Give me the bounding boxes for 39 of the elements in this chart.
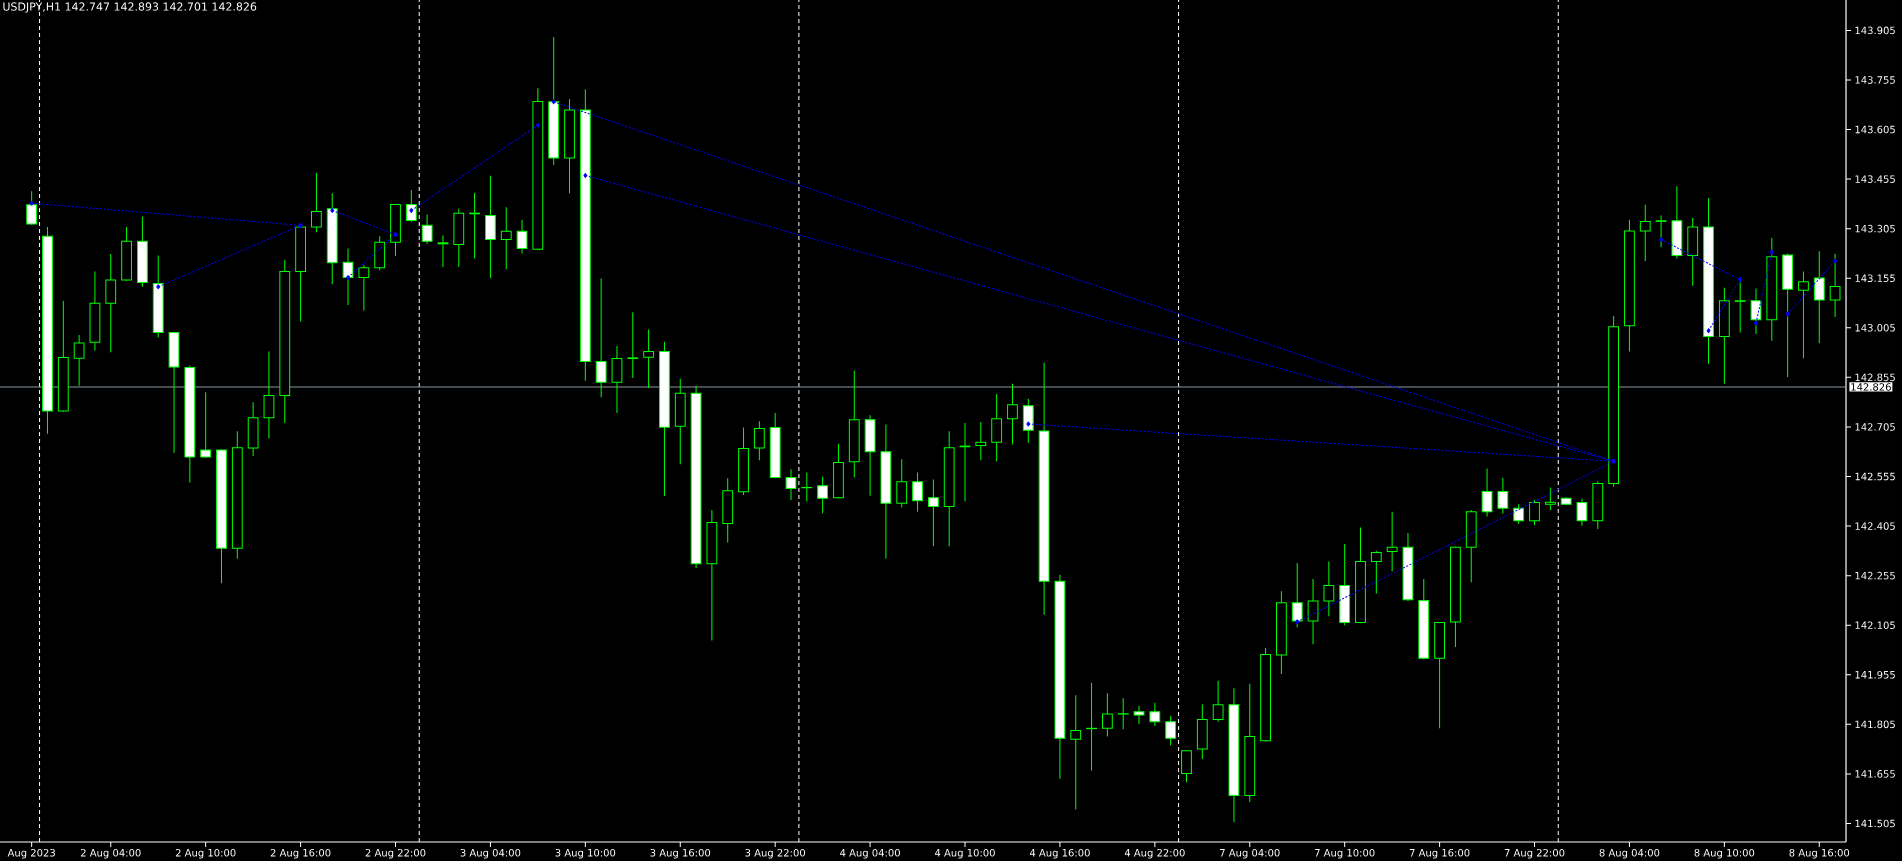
x-tick-label: 3 Aug 04:00 [460, 848, 521, 859]
x-tick-label: 2 Aug 10:00 [175, 848, 236, 859]
x-tick-label: 7 Aug 22:00 [1504, 848, 1565, 859]
x-tick-label: 2 Aug 04:00 [80, 848, 141, 859]
chart-title: USDJPY,H1 142.747 142.893 142.701 142.826 [3, 2, 257, 13]
y-tick-label: 142.405 [1855, 522, 1895, 530]
x-tick-label: 4 Aug 16:00 [1029, 848, 1090, 859]
y-tick-label: 142.855 [1855, 373, 1895, 382]
y-tick-label: 143.905 [1855, 26, 1895, 35]
x-tick-label: 7 Aug 16:00 [1409, 848, 1470, 859]
y-tick-label: 142.555 [1855, 472, 1895, 481]
y-tick-label: 142.705 [1855, 423, 1895, 431]
y-tick-label: 141.655 [1855, 770, 1895, 778]
x-tick-label: 7 Aug 04:00 [1220, 848, 1280, 859]
y-tick-label: 143.455 [1855, 175, 1895, 183]
x-tick-label: Aug 2023 [7, 848, 55, 859]
y-tick-label: 143.755 [1855, 76, 1895, 84]
ref-line-label: 142.826 [1851, 383, 1891, 391]
y-tick-label: 142.255 [1855, 571, 1895, 580]
y-tick-label: 143.605 [1855, 125, 1895, 134]
y-tick-label: 143.005 [1855, 324, 1895, 332]
x-tick-label: 4 Aug 10:00 [934, 848, 995, 859]
x-tick-label: 7 Aug 10:00 [1314, 848, 1375, 859]
y-tick-label: 141.955 [1855, 670, 1895, 679]
x-tick-label: 8 Aug 16:00 [1789, 848, 1850, 859]
y-tick-label: 141.505 [1855, 819, 1895, 828]
x-tick-label: 4 Aug 22:00 [1124, 848, 1185, 859]
y-tick-label: 143.155 [1855, 274, 1895, 283]
x-tick-label: 8 Aug 04:00 [1599, 848, 1660, 859]
x-tick-label: 4 Aug 04:00 [840, 848, 900, 859]
y-tick-label: 142.105 [1855, 621, 1895, 629]
x-tick-label: 3 Aug 10:00 [555, 848, 616, 859]
x-tick-label: 2 Aug 22:00 [365, 848, 426, 859]
x-tick-label: 3 Aug 22:00 [745, 848, 806, 859]
x-tick-label: 2 Aug 16:00 [270, 848, 331, 859]
y-tick-label: 141.805 [1855, 720, 1895, 729]
x-tick-label: 3 Aug 16:00 [650, 848, 711, 859]
y-tick-label: 143.305 [1855, 224, 1895, 233]
x-tick-label: 8 Aug 10:00 [1694, 848, 1755, 859]
